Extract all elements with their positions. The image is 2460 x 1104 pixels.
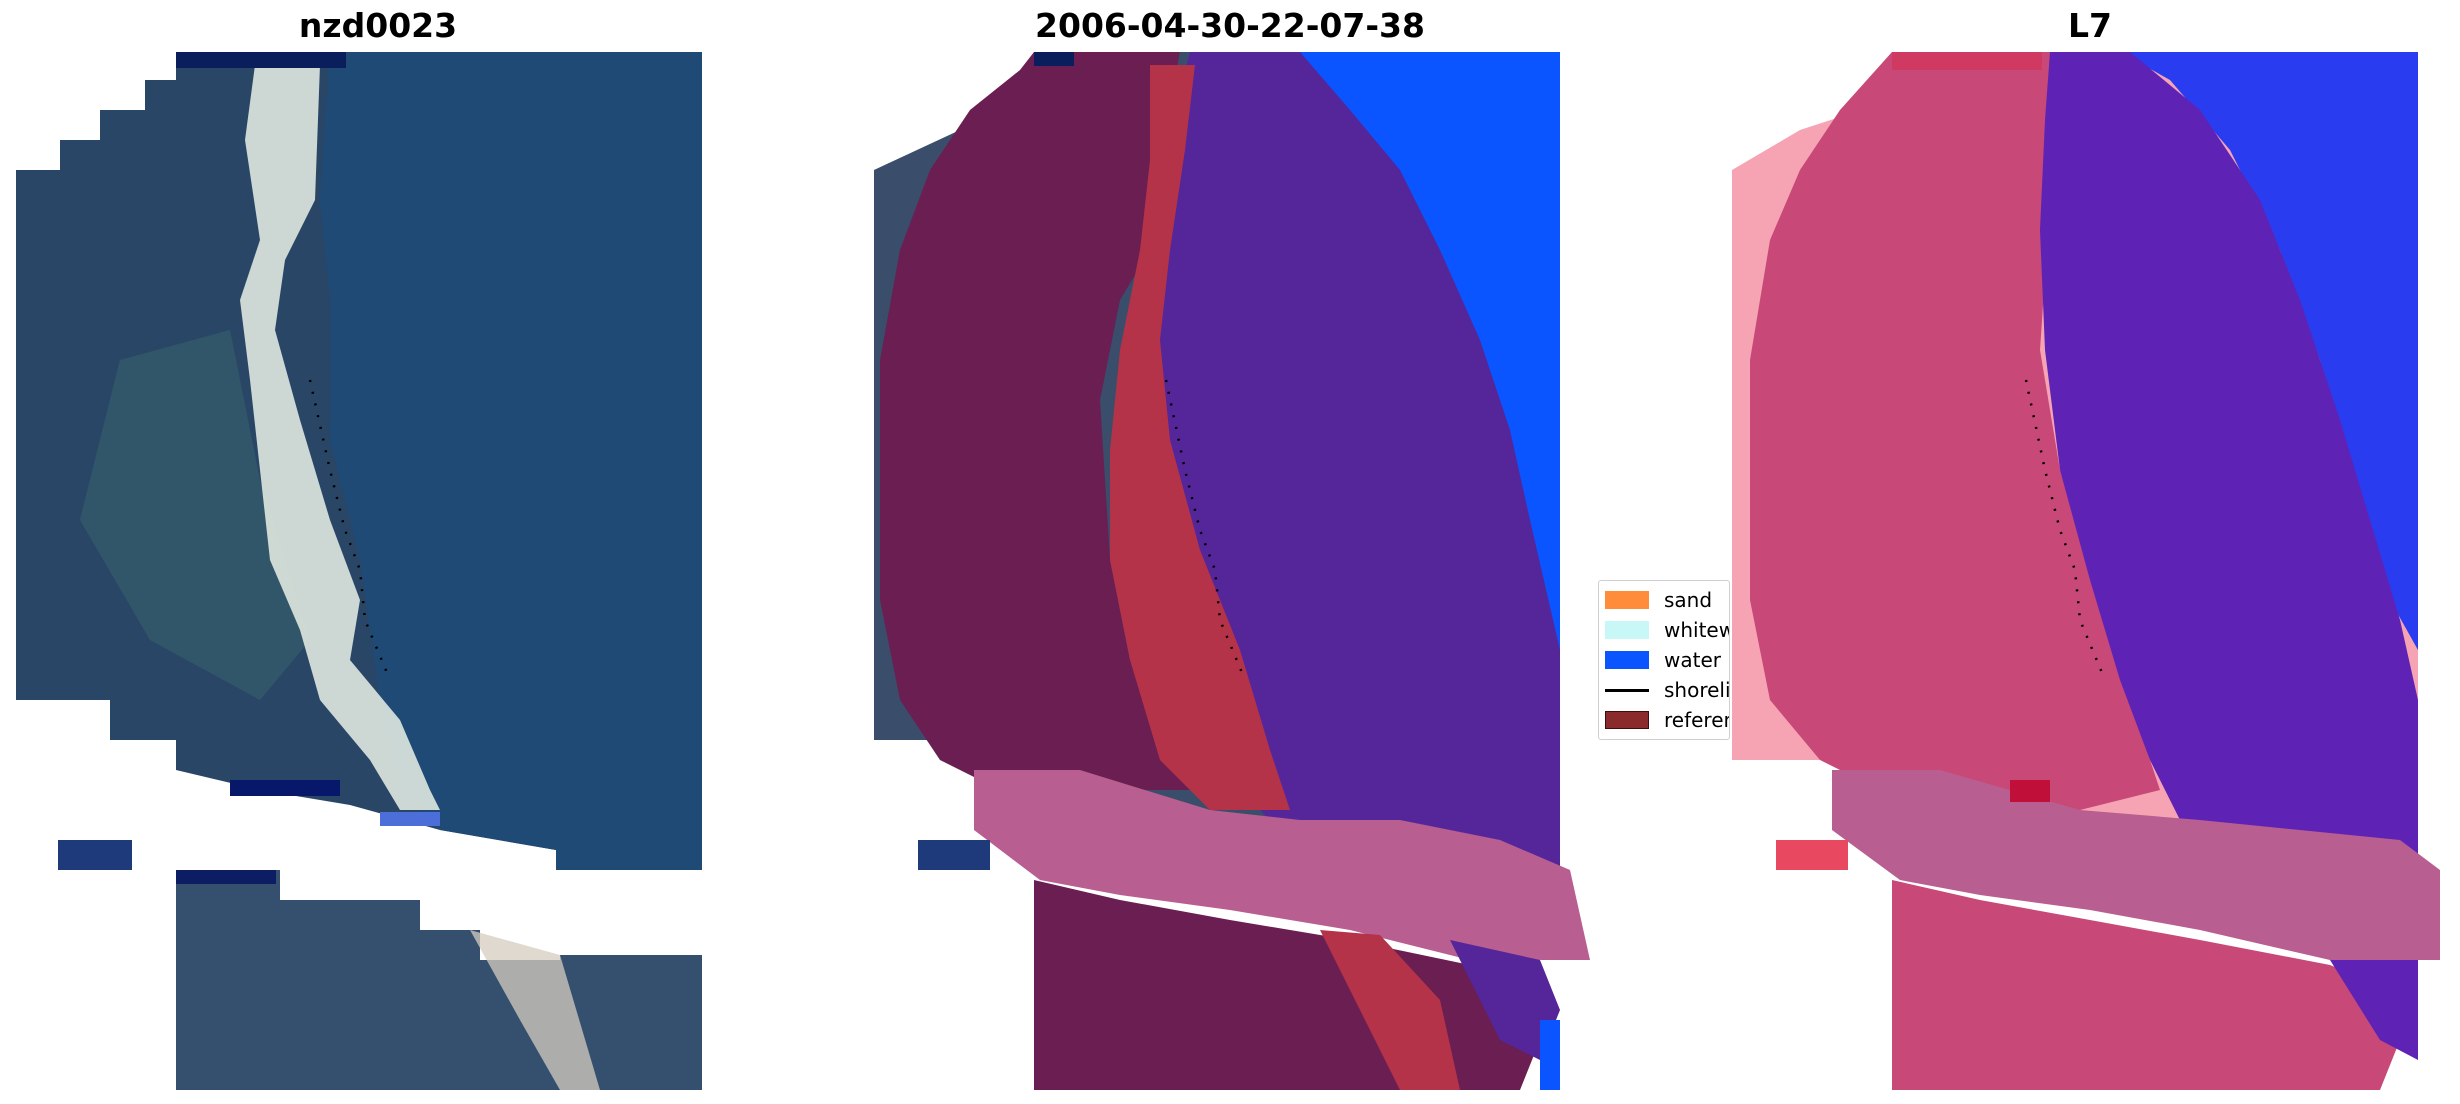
cls-lower-ocean	[1540, 1020, 1560, 1090]
rgb-dark-edge	[176, 870, 276, 884]
cls-isolated-strip	[918, 840, 990, 870]
rgb-green-shallows	[80, 330, 310, 700]
cls-land-region	[880, 52, 1210, 790]
panel-title-classified: 2006-04-30-22-07-38	[1035, 6, 1425, 45]
rgb-dark-edge	[230, 780, 340, 796]
idx-land-region	[1750, 52, 2160, 810]
panel-title-rgb: nzd0023	[298, 6, 458, 45]
idx-water	[2040, 52, 2418, 870]
legend-item-reference: reference	[1605, 707, 1729, 733]
sand-swatch	[1605, 591, 1649, 609]
idx-top-band	[1892, 52, 2042, 70]
cls-sand	[1110, 65, 1290, 810]
rgb-isolated-strip	[58, 840, 132, 870]
rgb-blue-pixels	[380, 812, 440, 826]
water-swatch	[1605, 651, 1649, 669]
rgb-dark-edge	[176, 52, 346, 68]
legend-item-shoreline: shoreline	[1605, 677, 1730, 703]
whitewater-swatch	[1605, 621, 1649, 639]
idx-red-strip	[1776, 840, 1848, 870]
rgb-lower-surf	[470, 930, 600, 1090]
index-image	[1732, 52, 2440, 1090]
idx-lower-land	[1892, 880, 2400, 1090]
legend-label: shoreline	[1664, 678, 1730, 702]
cls-lower-sand	[1320, 930, 1460, 1090]
legend-label: reference	[1664, 708, 1729, 732]
idx-ocean	[2120, 52, 2418, 650]
cls-reference-band	[974, 770, 1590, 960]
panel-title-index: L7	[2068, 6, 2112, 45]
legend-item-sand: sand	[1605, 587, 1712, 613]
cls-lower-water	[1450, 940, 1560, 1060]
legend-item-water: water	[1605, 647, 1721, 673]
rgb-water-area	[320, 52, 702, 870]
cls-ocean	[1270, 52, 1560, 870]
idx-reference-band	[1832, 770, 2440, 960]
classified-image	[874, 52, 1590, 1090]
idx-red-pixels	[2010, 780, 2050, 802]
cls-dark-edge	[1034, 52, 1074, 66]
idx-lower-water	[2330, 960, 2418, 1060]
reference-swatch	[1605, 711, 1649, 729]
rgb-surf-band	[240, 65, 440, 810]
legend-label: water	[1664, 648, 1721, 672]
shoreline-line-swatch	[1605, 688, 1649, 692]
rgb-image	[16, 52, 702, 1090]
legend-label: sand	[1664, 588, 1713, 612]
cls-water	[1150, 52, 1560, 870]
